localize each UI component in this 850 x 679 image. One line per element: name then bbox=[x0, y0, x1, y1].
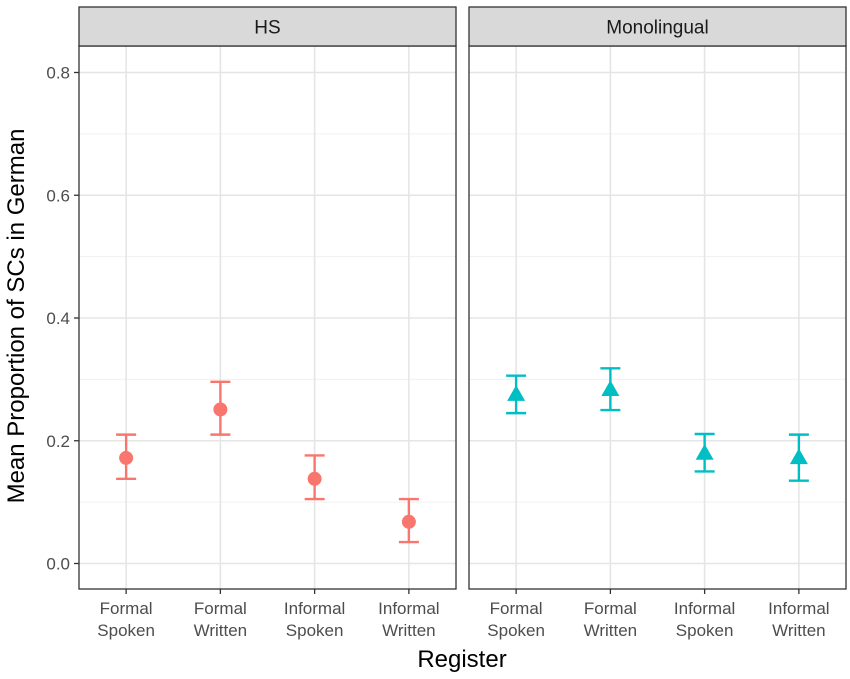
x-tick-label-line: Written bbox=[772, 621, 826, 640]
x-tick-label-line: Informal bbox=[284, 599, 345, 618]
x-tick-label-line: Formal bbox=[100, 599, 153, 618]
x-tick-label-line: Formal bbox=[490, 599, 543, 618]
x-tick-label-line: Spoken bbox=[97, 621, 155, 640]
x-tick-label: Formal Spoken bbox=[487, 599, 545, 640]
facet-label: Monolingual bbox=[606, 18, 708, 39]
x-tick-label-line: Spoken bbox=[676, 621, 734, 640]
data-point-circle bbox=[213, 402, 228, 417]
y-tick-label: 0.0 bbox=[46, 555, 70, 574]
x-tick-label: Formal Spoken bbox=[97, 599, 155, 640]
y-tick-label: 0.2 bbox=[46, 432, 70, 451]
x-tick-label-line: Formal bbox=[194, 599, 247, 618]
x-tick-label: Formal Written bbox=[194, 599, 248, 640]
x-tick-label-line: Spoken bbox=[286, 621, 344, 640]
x-tick-label-line: Informal bbox=[768, 599, 829, 618]
x-axis-title: Register bbox=[417, 646, 506, 673]
x-tick-label: Informal Spoken bbox=[284, 599, 345, 640]
data-point-triangle bbox=[601, 380, 620, 396]
x-tick-label-line: Informal bbox=[674, 599, 735, 618]
data-point-circle bbox=[307, 471, 322, 486]
x-tick-label: Informal Spoken bbox=[674, 599, 735, 640]
facet-strip bbox=[78, 6, 457, 47]
facet-label: HS bbox=[254, 18, 280, 39]
x-tick-label: Informal Written bbox=[378, 599, 439, 640]
x-tick-label-line: Spoken bbox=[487, 621, 545, 640]
data-point-circle bbox=[119, 450, 134, 465]
x-tick-label-line: Formal bbox=[584, 599, 637, 618]
y-tick-label: 0.6 bbox=[46, 186, 70, 205]
y-tick-label: 0.4 bbox=[46, 309, 70, 328]
x-tick-label-line: Informal bbox=[378, 599, 439, 618]
facet-strip bbox=[468, 6, 847, 47]
x-tick-label: Informal Written bbox=[768, 599, 829, 640]
x-tick-label-line: Written bbox=[194, 621, 248, 640]
x-tick-label-line: Written bbox=[584, 621, 638, 640]
y-axis-title: Mean Proportion of SCs in German bbox=[3, 129, 30, 504]
x-tick-label-line: Written bbox=[382, 621, 436, 640]
data-point-circle bbox=[401, 514, 416, 529]
data-point-triangle bbox=[695, 444, 714, 460]
y-tick-label: 0.8 bbox=[46, 64, 70, 83]
x-tick-label: Formal Written bbox=[584, 599, 638, 640]
data-point-triangle bbox=[789, 448, 808, 465]
data-point-triangle bbox=[507, 385, 526, 401]
